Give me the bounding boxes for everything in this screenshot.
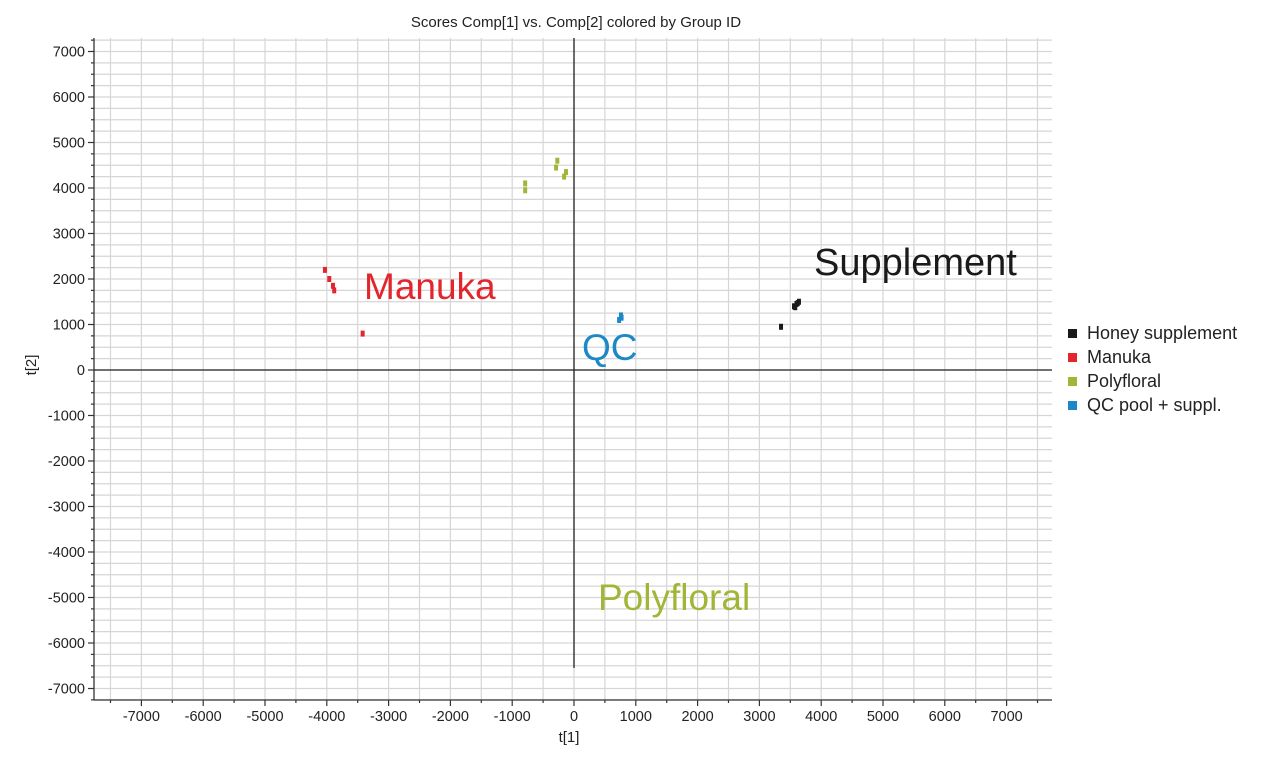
y-tick-label: 2000	[53, 272, 85, 288]
y-axis-label: t[2]	[23, 355, 40, 376]
point-honey-supplement	[793, 304, 798, 311]
y-tick-label: -7000	[48, 682, 85, 698]
y-tick-label: 0	[77, 363, 85, 379]
x-tick-label: -4000	[308, 709, 345, 725]
y-tick-label: 7000	[53, 45, 85, 61]
x-tick-label: 5000	[867, 709, 899, 725]
grid	[94, 38, 1052, 701]
x-tick-label: -3000	[370, 709, 407, 725]
point-manuka	[322, 266, 327, 273]
x-tick-label: 0	[570, 709, 578, 725]
point-qc-pool-suppl-	[617, 316, 622, 323]
y-tick-label: 1000	[53, 318, 85, 334]
annotation-qc: QC	[582, 327, 638, 368]
x-tick-label: 2000	[681, 709, 713, 725]
x-tick-label: -6000	[185, 709, 222, 725]
y-tick-label: 5000	[53, 136, 85, 152]
point-manuka	[332, 287, 337, 294]
x-tick-label: -5000	[246, 709, 283, 725]
legend-swatch	[1068, 377, 1077, 386]
annotation-manuka: Manuka	[364, 266, 496, 307]
x-tick-label: 6000	[929, 709, 961, 725]
point-polyfloral	[563, 169, 568, 176]
y-tick-label: -2000	[48, 454, 85, 470]
point-polyfloral	[562, 173, 567, 180]
x-tick-label: 3000	[743, 709, 775, 725]
legend-label: QC pool + suppl.	[1087, 395, 1222, 415]
point-honey-supplement	[795, 300, 800, 307]
chart-title: Scores Comp[1] vs. Comp[2] colored by Gr…	[411, 14, 741, 31]
point-manuka	[360, 330, 365, 337]
x-tick-label: 7000	[990, 709, 1022, 725]
x-tick-label: 1000	[620, 709, 652, 725]
group-annotations: Supplement Manuka Polyfloral QC	[364, 242, 1017, 618]
x-axis-label: t[1]	[559, 729, 580, 746]
point-qc-pool-suppl-	[619, 314, 624, 321]
legend: Honey supplement Manuka Polyfloral QC pool …	[1068, 323, 1237, 415]
legend-label: Manuka	[1087, 347, 1152, 367]
y-tick-label: 4000	[53, 181, 85, 197]
x-tick-label: -7000	[123, 709, 160, 725]
annotation-polyfloral: Polyfloral	[598, 577, 750, 618]
y-tick-label: -6000	[48, 636, 85, 652]
y-tick-label: 6000	[53, 90, 85, 106]
tick-labels: -7000 -6000 -5000 -4000 -3000 -2000 -1000 0 1000…	[48, 45, 1023, 726]
x-tick-label: -2000	[432, 709, 469, 725]
data-points	[322, 157, 801, 337]
y-tick-label: 3000	[53, 227, 85, 243]
legend-label: Honey supplement	[1087, 323, 1237, 343]
point-polyfloral	[523, 180, 528, 187]
point-polyfloral	[555, 157, 560, 164]
annotation-supplement: Supplement	[814, 242, 1017, 284]
legend-label: Polyfloral	[1087, 371, 1161, 391]
point-polyfloral	[523, 187, 528, 194]
plot-area	[94, 38, 1052, 700]
x-tick-label: 4000	[805, 709, 837, 725]
point-manuka	[330, 282, 335, 289]
legend-swatch	[1068, 353, 1077, 362]
axes	[88, 38, 1052, 706]
point-polyfloral	[554, 164, 559, 171]
legend-swatch	[1068, 401, 1077, 410]
point-honey-supplement	[779, 323, 784, 330]
y-tick-label: -5000	[48, 591, 85, 607]
y-tick-label: -1000	[48, 409, 85, 425]
y-tick-label: -3000	[48, 500, 85, 516]
legend-swatch	[1068, 329, 1077, 338]
x-tick-label: -1000	[494, 709, 531, 725]
y-tick-label: -4000	[48, 545, 85, 561]
point-manuka	[327, 276, 332, 282]
